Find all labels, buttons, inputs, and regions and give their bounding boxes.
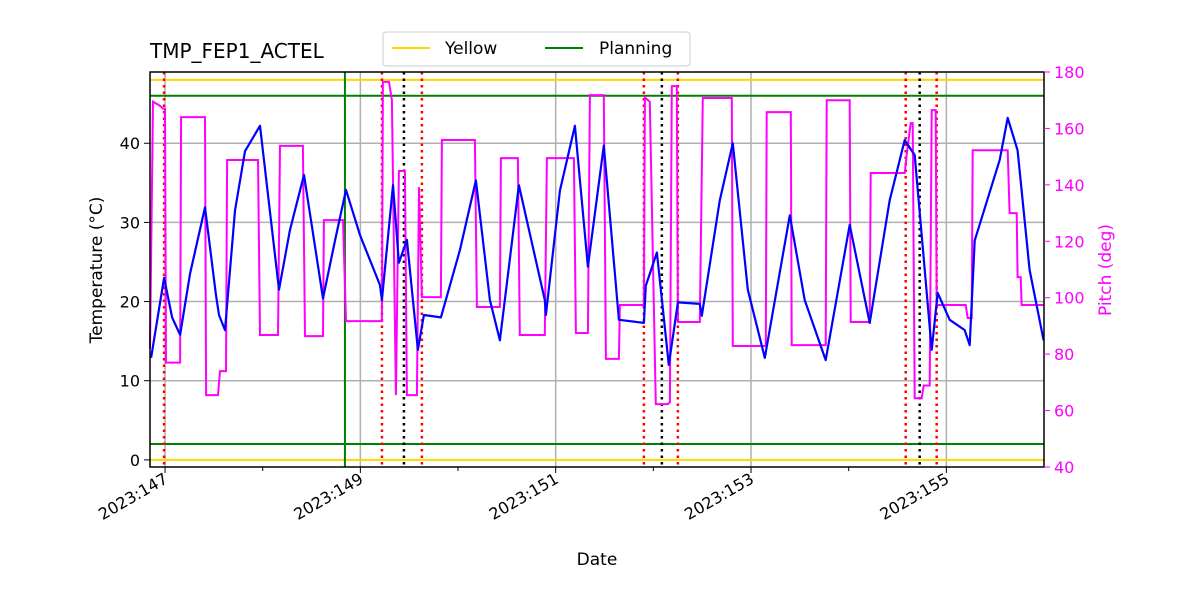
y2-tick-label: 100 [1054,289,1085,308]
plot-frame [149,71,1045,468]
legend-label-planning: Planning [599,39,672,59]
y2-tick-label: 180 [1054,63,1085,82]
y2-tick-label: 120 [1054,232,1085,251]
y2-tick-label: 40 [1054,458,1074,477]
y2-tick-label: 140 [1054,176,1085,195]
y-tick-label: 30 [120,213,140,232]
x-tick-label: 2023:149 [290,469,366,524]
legend: Yellow Planning [382,31,691,67]
x-tick-label: 2023:155 [876,469,952,524]
y2-tick-label: 60 [1054,402,1074,421]
y-tick-label: 0 [130,451,140,470]
temperature-series-line [150,116,1045,366]
legend-label-yellow: Yellow [444,39,497,59]
x-tick-label: 2023:153 [681,469,757,524]
y2-axis-label: Pitch (deg) [1096,224,1116,316]
y2-tick-label: 160 [1054,119,1085,138]
x-axis-label: Date [577,550,618,570]
pitch-series-line [149,80,1044,406]
x-tick-label: 2023:151 [486,469,562,524]
chart-title: TMP_FEP1_ACTEL [149,39,325,63]
series [149,80,1045,406]
x-tick-label: 2023:147 [95,469,171,524]
y-tick-label: 40 [120,134,140,153]
y-tick-label: 10 [120,372,140,391]
y2-tick-label: 80 [1054,345,1074,364]
y-tick-label: 20 [120,293,140,312]
y-axis-label: Temperature (°C) [87,197,107,345]
